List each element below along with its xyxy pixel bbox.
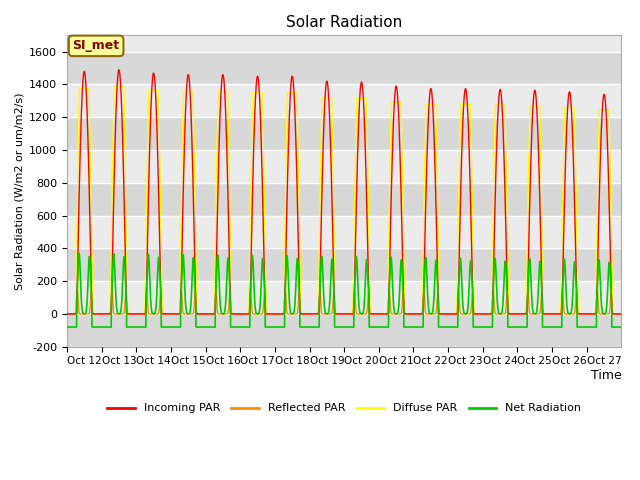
Bar [67,84,621,117]
Bar [67,150,621,183]
Bar [67,248,621,281]
Bar [67,314,621,347]
Text: SI_met: SI_met [72,39,120,52]
Title: Solar Radiation: Solar Radiation [286,15,403,30]
Bar [67,52,621,84]
Bar [67,183,621,216]
Y-axis label: Solar Radiation (W/m2 or um/m2/s): Solar Radiation (W/m2 or um/m2/s) [15,92,25,290]
Bar [67,281,621,314]
X-axis label: Time: Time [591,369,621,382]
Legend: Incoming PAR, Reflected PAR, Diffuse PAR, Net Radiation: Incoming PAR, Reflected PAR, Diffuse PAR… [102,399,586,418]
Bar [67,216,621,248]
Bar [67,117,621,150]
